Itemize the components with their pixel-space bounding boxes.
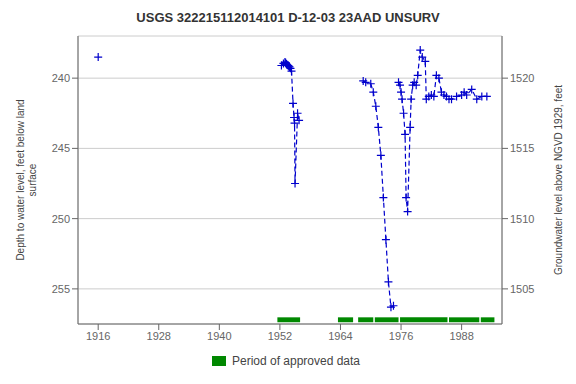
svg-text:1976: 1976: [389, 330, 413, 342]
svg-text:240: 240: [52, 72, 70, 84]
svg-text:1964: 1964: [328, 330, 352, 342]
svg-text:Groundwater level above NGVD 1: Groundwater level above NGVD 1929, feet: [553, 85, 564, 275]
svg-text:Depth to water level, feet bel: Depth to water level, feet below landsur…: [15, 99, 38, 260]
svg-text:245: 245: [52, 142, 70, 154]
svg-text:1515: 1515: [510, 142, 534, 154]
svg-text:250: 250: [52, 213, 70, 225]
svg-text:1510: 1510: [510, 213, 534, 225]
svg-text:1988: 1988: [449, 330, 473, 342]
svg-text:1928: 1928: [147, 330, 171, 342]
svg-text:1505: 1505: [510, 283, 534, 295]
svg-text:1940: 1940: [207, 330, 231, 342]
svg-text:255: 255: [52, 283, 70, 295]
svg-text:1952: 1952: [268, 330, 292, 342]
html-text:USGS 322215112014101 D-12-03 2: USGS 322215112014101 D-12-03 23AAD UNSUR…: [136, 10, 440, 25]
svg-text:1916: 1916: [86, 330, 110, 342]
html-text:Period of approved data: Period of approved data: [232, 354, 360, 368]
svg-text:1520: 1520: [510, 72, 534, 84]
